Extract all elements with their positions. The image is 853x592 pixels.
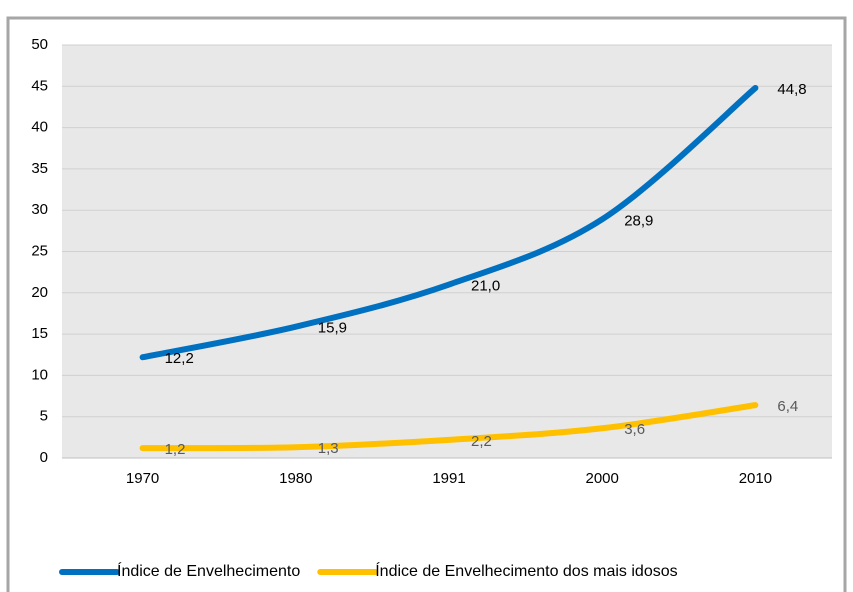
data-label: 12,2 <box>165 350 194 367</box>
data-label: 15,9 <box>318 320 347 337</box>
y-tick-label: 10 <box>31 366 48 383</box>
y-tick-label: 45 <box>31 77 48 94</box>
y-tick-label: 30 <box>31 201 48 218</box>
legend-label: Índice de Envelhecimento <box>117 561 300 580</box>
series-line <box>139 402 759 452</box>
series-line <box>139 84 759 361</box>
y-tick-label: 40 <box>31 119 48 136</box>
x-tick-label: 1991 <box>432 470 465 487</box>
y-tick-label: 0 <box>40 449 48 466</box>
y-tick-label: 50 <box>31 36 48 53</box>
data-label: 2,2 <box>471 433 492 450</box>
x-tick-label: 1970 <box>126 470 159 487</box>
legend-label: Índice de Envelhecimento dos mais idosos <box>375 561 677 580</box>
y-tick-label: 25 <box>31 242 48 259</box>
y-tick-label: 15 <box>31 325 48 342</box>
y-tick-label: 5 <box>40 408 48 425</box>
y-tick-label: 35 <box>31 160 48 177</box>
data-label: 1,3 <box>318 440 339 457</box>
y-tick-label: 20 <box>31 284 48 301</box>
data-label: 6,4 <box>777 398 798 415</box>
x-tick-label: 2000 <box>586 470 619 487</box>
x-tick-label: 2010 <box>739 470 772 487</box>
data-label: 28,9 <box>624 212 653 229</box>
data-label: 3,6 <box>624 421 645 438</box>
data-label: 44,8 <box>777 81 806 98</box>
data-label: 1,2 <box>165 441 186 458</box>
data-label: 21,0 <box>471 278 500 295</box>
x-tick-label: 1980 <box>279 470 312 487</box>
